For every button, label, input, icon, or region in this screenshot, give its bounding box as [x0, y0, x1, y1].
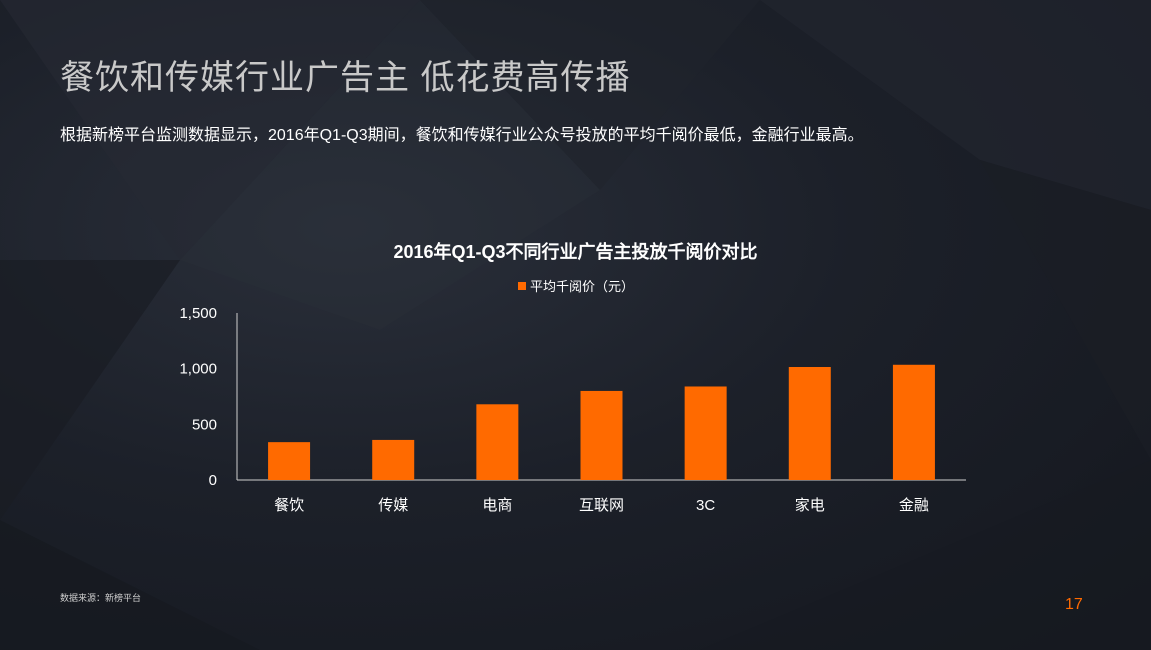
- legend-swatch: [518, 281, 526, 290]
- y-tick-label: 0: [209, 472, 217, 489]
- page-number: 17: [1065, 596, 1083, 613]
- x-tick-label: 传媒: [378, 497, 408, 514]
- bar: [788, 366, 831, 480]
- bar: [892, 364, 935, 480]
- chart-legend: 平均千阅价（元）: [518, 276, 634, 295]
- data-source: 数据来源：新榜平台: [60, 593, 142, 603]
- bar: [580, 390, 623, 480]
- x-tick-label: 互联网: [579, 497, 624, 514]
- y-tick-label: 1,000: [179, 361, 217, 378]
- chart-title: 2016年Q1-Q3不同行业广告主投放千阅价对比: [393, 242, 758, 262]
- y-tick-label: 1,500: [179, 305, 217, 322]
- bar: [684, 386, 727, 480]
- x-tick-label: 电商: [482, 497, 512, 514]
- x-tick-label: 家电: [795, 497, 825, 514]
- bar: [476, 404, 519, 480]
- y-tick-label: 500: [192, 416, 217, 433]
- bar: [268, 442, 311, 480]
- x-tick-label: 3C: [696, 497, 715, 514]
- legend-label: 平均千阅价（元）: [530, 279, 635, 294]
- x-tick-label: 金融: [899, 497, 929, 514]
- slide-subtitle: 根据新榜平台监测数据显示，2016年Q1-Q3期间，餐饮和传媒行业公众号投放的平…: [60, 127, 864, 144]
- bar: [372, 439, 415, 480]
- x-tick-label: 餐饮: [274, 497, 304, 514]
- slide-title: 餐饮和传媒行业广告主 低花费高传播: [60, 59, 631, 97]
